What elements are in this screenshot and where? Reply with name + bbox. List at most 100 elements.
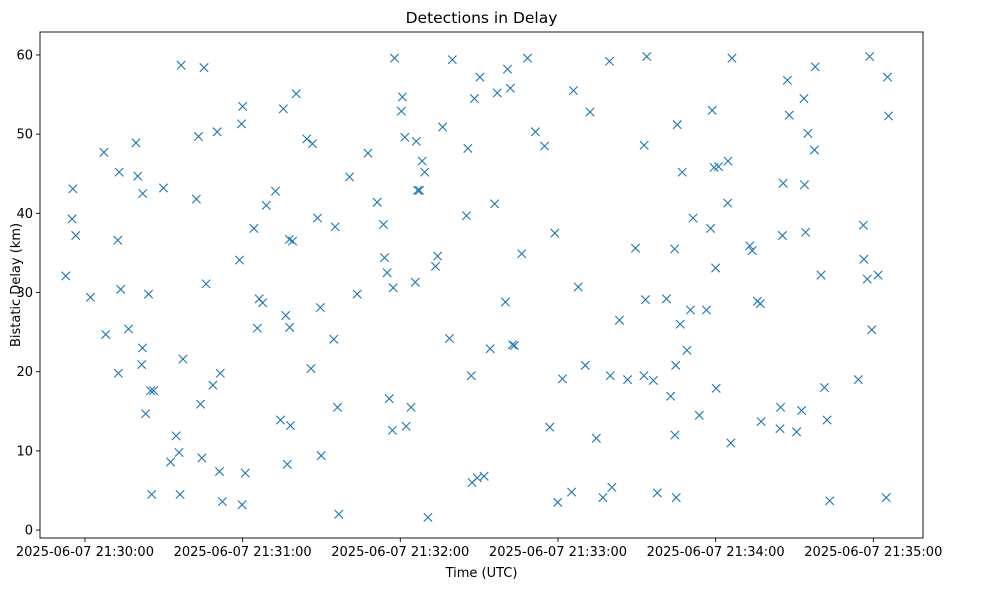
data-point	[661, 294, 672, 304]
x-tick-label: 2025-06-07 21:33:00	[489, 545, 627, 560]
data-point	[873, 270, 883, 280]
data-point	[71, 230, 81, 241]
data-point	[881, 493, 891, 503]
data-point	[859, 254, 869, 264]
data-point	[479, 471, 489, 481]
data-point	[423, 512, 433, 523]
data-point	[444, 333, 455, 344]
data-point	[174, 447, 184, 458]
data-point	[158, 183, 169, 193]
data-point	[67, 214, 77, 224]
data-point	[809, 145, 820, 155]
data-point	[166, 457, 176, 467]
data-point	[507, 340, 518, 350]
data-point	[430, 261, 441, 271]
data-point	[713, 162, 724, 172]
data-point	[363, 148, 373, 158]
data-point	[387, 425, 398, 435]
data-point	[378, 219, 389, 230]
data-point	[141, 409, 151, 419]
data-point	[469, 93, 479, 104]
data-point	[553, 497, 563, 507]
data-point	[201, 279, 211, 289]
data-point	[240, 468, 250, 478]
data-point	[252, 323, 262, 333]
plot-frame	[39, 31, 924, 539]
data-point	[598, 493, 608, 503]
data-point	[175, 489, 185, 500]
data-point	[604, 56, 615, 66]
data-point	[388, 283, 398, 293]
data-point	[234, 255, 245, 265]
data-point	[396, 106, 406, 116]
data-point	[475, 72, 485, 82]
data-point	[217, 496, 227, 507]
data-point	[642, 51, 652, 62]
x-tick-label: 2025-06-07 21:30:00	[16, 545, 154, 560]
data-point	[567, 487, 577, 497]
data-point	[858, 220, 868, 230]
data-point	[591, 433, 601, 443]
data-point	[306, 363, 316, 374]
data-point	[461, 211, 472, 221]
data-point	[307, 139, 318, 149]
data-point	[675, 319, 685, 329]
data-point	[61, 271, 71, 281]
data-point	[822, 415, 832, 425]
data-point	[285, 322, 295, 332]
data-point	[671, 360, 681, 370]
data-point	[711, 383, 721, 393]
x-tick-label: 2025-06-07 21:31:00	[174, 545, 312, 560]
data-points	[61, 51, 894, 523]
data-point	[522, 53, 533, 63]
data-point	[143, 289, 154, 299]
data-point	[492, 88, 502, 98]
data-point	[539, 141, 550, 151]
data-point	[810, 62, 820, 72]
data-point	[329, 334, 339, 344]
data-point	[344, 172, 355, 182]
data-point	[148, 386, 159, 396]
data-point	[867, 325, 877, 335]
y-tick-label: 20	[16, 365, 33, 380]
data-point	[137, 343, 148, 353]
data-point	[411, 136, 421, 146]
data-point	[113, 368, 123, 378]
data-point	[648, 375, 658, 386]
data-point	[68, 184, 78, 194]
data-point	[652, 488, 662, 498]
data-point	[472, 473, 482, 483]
data-point	[530, 127, 540, 137]
data-point	[101, 329, 111, 340]
data-point	[694, 410, 704, 420]
data-point	[397, 92, 407, 102]
data-point	[545, 422, 555, 432]
data-point	[138, 188, 148, 199]
data-point	[420, 167, 430, 177]
data-point	[853, 375, 863, 385]
data-point	[195, 399, 206, 409]
data-point	[799, 93, 809, 104]
data-point	[747, 245, 757, 256]
data-point	[639, 371, 649, 381]
data-point	[775, 424, 785, 434]
data-point	[550, 228, 560, 238]
data-point	[517, 249, 527, 259]
data-point	[573, 282, 583, 292]
data-point	[261, 200, 271, 211]
data-point	[384, 394, 394, 404]
data-point	[237, 500, 247, 510]
data-point	[212, 127, 222, 137]
data-point	[413, 185, 423, 195]
data-point	[302, 134, 312, 144]
data-point	[433, 251, 443, 261]
data-point	[882, 72, 893, 82]
data-point	[607, 482, 617, 492]
y-tick-label: 50	[16, 128, 33, 143]
data-point	[485, 344, 495, 354]
data-point	[723, 198, 733, 208]
chart-title: Detections in Delay	[406, 9, 558, 27]
data-point	[147, 489, 157, 500]
data-point	[816, 270, 826, 280]
